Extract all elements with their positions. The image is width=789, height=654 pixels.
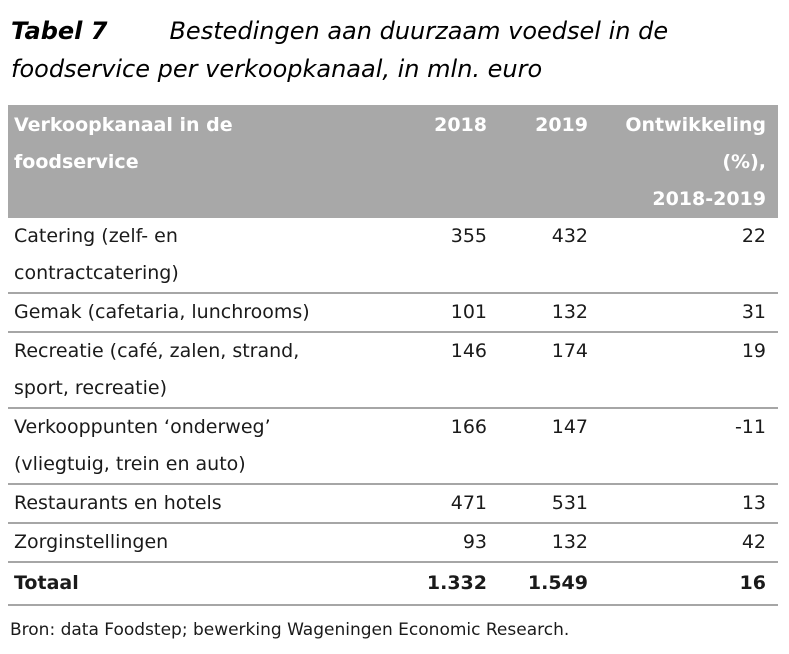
column-header-2018: 2018 <box>400 105 487 218</box>
table-total-row: Totaal 1.332 1.549 16 <box>8 561 778 606</box>
cell-2019: 174 <box>487 331 588 408</box>
cell-channel: Catering (zelf- en contractcatering) <box>14 225 179 284</box>
cell-2018: 93 <box>400 522 487 562</box>
cell-development: 13 <box>588 483 778 523</box>
table-caption: Tabel 7 Bestedingen aan duurzaam voedsel … <box>11 12 731 88</box>
cell-channel: Restaurants en hotels <box>8 483 400 523</box>
cell-2018: 166 <box>400 407 487 484</box>
total-2019: 1.549 <box>487 561 588 606</box>
cell-development: 31 <box>588 292 778 332</box>
cell-2018: 355 <box>450 225 487 247</box>
table-row: Gemak (cafetaria, lunchrooms) 101 132 31 <box>8 292 778 332</box>
table-row: Zorginstellingen 93 132 42 <box>8 522 778 562</box>
cell-development: 22 <box>741 225 766 247</box>
cell-2018: 146 <box>400 331 487 408</box>
source-note: Bron: data Foodstep; bewerking Wageninge… <box>10 620 570 640</box>
table-row: Catering (zelf- en contractcatering) 355… <box>8 218 778 293</box>
column-header-2019: 2019 <box>487 105 588 218</box>
total-development: 16 <box>588 561 778 606</box>
cell-channel: Gemak (cafetaria, lunchrooms) <box>8 292 400 332</box>
cell-2019: 132 <box>487 292 588 332</box>
table-row: Restaurants en hotels 471 531 13 <box>8 483 778 523</box>
data-table: Verkoopkanaal in de foodservice 2018 201… <box>8 105 778 606</box>
column-header-development: Ontwikkeling (%), 2018-2019 <box>588 105 778 218</box>
cell-development: 42 <box>588 522 778 562</box>
cell-channel: Verkooppunten ‘onderweg’ (vliegtuig, tre… <box>8 407 400 484</box>
cell-channel: Zorginstellingen <box>8 522 400 562</box>
cell-channel: Recreatie (café, zalen, strand, sport, r… <box>8 331 400 408</box>
cell-2019: 147 <box>487 407 588 484</box>
table-caption-text: Bestedingen aan duurzaam voedsel in de f… <box>11 17 669 83</box>
cell-2019: 432 <box>551 225 588 247</box>
cell-development: -11 <box>588 407 778 484</box>
cell-2019: 531 <box>487 483 588 523</box>
total-2018: 1.332 <box>400 561 487 606</box>
column-header-channel: Verkoopkanaal in de foodservice <box>8 105 400 218</box>
cell-2019: 132 <box>487 522 588 562</box>
cell-development: 19 <box>588 331 778 408</box>
table-row: Verkooppunten ‘onderweg’ (vliegtuig, tre… <box>8 407 778 484</box>
table-header-row: Verkoopkanaal in de foodservice 2018 201… <box>8 105 778 218</box>
table-caption-label: Tabel 7 <box>11 17 108 45</box>
cell-2018: 101 <box>400 292 487 332</box>
table-row: Recreatie (café, zalen, strand, sport, r… <box>8 331 778 408</box>
cell-2018: 471 <box>400 483 487 523</box>
total-label: Totaal <box>8 561 400 606</box>
